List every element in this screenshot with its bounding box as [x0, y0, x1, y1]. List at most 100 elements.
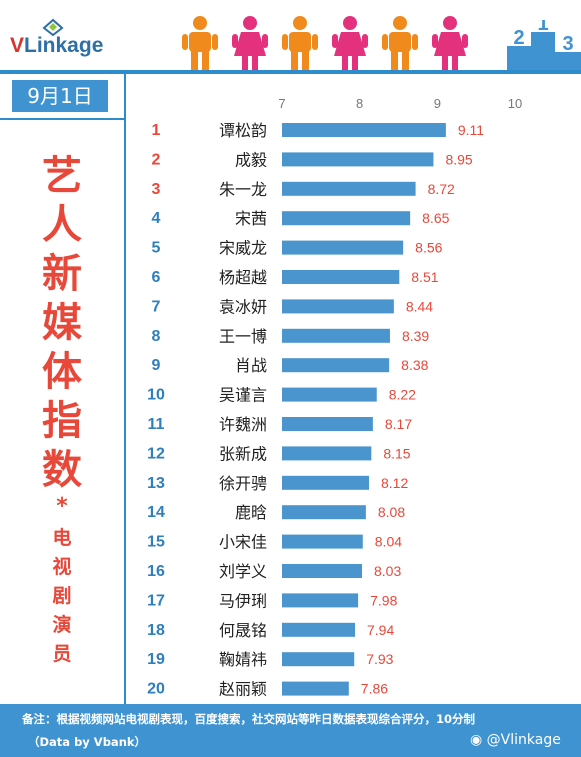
- actor-name-label: 王一博: [219, 327, 267, 346]
- bar: [282, 358, 390, 373]
- rank-label: 4: [152, 210, 161, 227]
- x-tick-label: 9: [434, 96, 441, 111]
- value-label: 8.95: [445, 151, 472, 167]
- value-label: 8.15: [383, 445, 410, 461]
- woman-icon: [432, 16, 468, 70]
- value-label: 8.38: [401, 357, 428, 373]
- title-char: 新: [42, 251, 82, 297]
- actor-name-label: 成毅: [235, 150, 267, 169]
- value-label: 7.94: [367, 622, 394, 638]
- actor-name-label: 杨超越: [219, 268, 267, 287]
- bar: [282, 240, 404, 255]
- actor-name-label: 何晟铭: [219, 621, 267, 640]
- man-icon: [282, 16, 318, 70]
- value-label: 9.11: [458, 122, 484, 138]
- actor-name-label: 吴谨言: [219, 386, 267, 405]
- bar: [282, 622, 356, 637]
- rank-label: 13: [147, 475, 165, 492]
- value-label: 8.17: [385, 416, 412, 432]
- subtitle-char: 剧: [52, 585, 72, 607]
- value-label: 8.51: [411, 269, 438, 285]
- rank-label: 3: [152, 181, 161, 198]
- actor-name-label: 徐开骋: [219, 474, 267, 493]
- actor-name-label: 谭松韵: [219, 121, 267, 140]
- actor-name-label: 宋茜: [235, 209, 267, 228]
- value-label: 8.39: [402, 328, 429, 344]
- bar: [282, 211, 411, 226]
- rank-label: 6: [152, 269, 161, 286]
- actor-name-label: 宋威龙: [219, 239, 267, 258]
- value-label: 8.72: [428, 181, 455, 197]
- bar: [282, 417, 373, 431]
- weibo-handle: ◉ @Vlinkage: [470, 732, 561, 748]
- actor-name-label: 刘学义: [219, 562, 267, 581]
- title-char: 人: [42, 202, 82, 248]
- bar: [282, 299, 394, 314]
- podium-first: 1: [537, 20, 548, 35]
- actor-name-label: 许魏洲: [219, 415, 267, 434]
- x-tick-label: 10: [508, 96, 522, 111]
- woman-icon: [232, 16, 268, 70]
- subtitle: 电 视 剧 演 员: [40, 524, 84, 669]
- actor-name-label: 肖战: [235, 356, 267, 375]
- bar: [282, 593, 359, 608]
- value-label: 8.12: [381, 475, 408, 491]
- date-badge: 9月1日: [12, 80, 108, 112]
- title-char: 媒: [42, 300, 82, 346]
- header: VLinkage: [0, 0, 581, 75]
- title-asterisk: *: [56, 494, 68, 519]
- rank-label: 11: [148, 416, 165, 433]
- footer: 备注：根据视频网站电视剧表现，百度搜索，社交网站等昨日数据表现综合评分，10分制…: [0, 704, 581, 757]
- logo-mark-icon: [42, 18, 64, 36]
- value-label: 8.22: [389, 387, 416, 403]
- bar: [282, 564, 362, 578]
- value-label: 7.86: [361, 681, 388, 697]
- footer-note: 备注：根据视频网站电视剧表现，百度搜索，社交网站等昨日数据表现综合评分，10分制: [22, 712, 475, 726]
- footer-source: （Data by Vbank）: [28, 735, 147, 749]
- rank-label: 1: [152, 122, 161, 139]
- rank-label: 14: [147, 504, 165, 521]
- bar: [282, 534, 363, 549]
- bar: [282, 387, 377, 402]
- rank-label: 2: [152, 151, 161, 168]
- value-label: 8.65: [422, 210, 449, 226]
- weibo-handle-text: @Vlinkage: [486, 732, 561, 748]
- subtitle-char: 视: [52, 556, 72, 578]
- actor-name-label: 小宋佳: [219, 533, 267, 552]
- bar: [282, 328, 390, 343]
- woman-icon: [332, 16, 368, 70]
- actor-name-label: 鞠婧祎: [219, 650, 267, 669]
- title-char: 艺: [42, 153, 82, 199]
- value-label: 8.44: [406, 298, 433, 314]
- bar: [282, 270, 400, 284]
- title: 艺 人 新 媒 体 指 数: [30, 152, 94, 495]
- actor-name-label: 鹿晗: [235, 503, 267, 522]
- man-icon: [182, 16, 218, 70]
- logo-text: Linkage: [24, 34, 104, 57]
- bar: [282, 475, 369, 490]
- rank-label: 9: [152, 357, 161, 374]
- rank-label: 19: [147, 651, 165, 668]
- subtitle-char: 电: [52, 527, 72, 549]
- bar: [282, 181, 416, 196]
- rank-label: 5: [152, 240, 161, 257]
- value-label: 8.56: [415, 240, 442, 256]
- man-icon: [382, 16, 418, 70]
- title-char: 体: [42, 349, 82, 395]
- rank-label: 15: [147, 534, 165, 551]
- rank-label: 8: [152, 328, 161, 345]
- title-char: 数: [42, 447, 82, 493]
- rank-label: 18: [147, 622, 165, 639]
- value-label: 8.04: [375, 534, 402, 550]
- bar: [282, 652, 355, 667]
- weibo-icon: ◉: [470, 732, 487, 748]
- title-char: 指: [42, 398, 82, 444]
- podium-icon: 2 1 3: [507, 20, 581, 74]
- date-divider: [0, 118, 124, 120]
- rank-label: 10: [147, 387, 165, 404]
- podium-second: 2: [513, 27, 524, 49]
- bar: [282, 505, 366, 520]
- logo: VLinkage: [10, 34, 103, 58]
- value-label: 7.93: [366, 651, 393, 667]
- bar: [282, 123, 446, 137]
